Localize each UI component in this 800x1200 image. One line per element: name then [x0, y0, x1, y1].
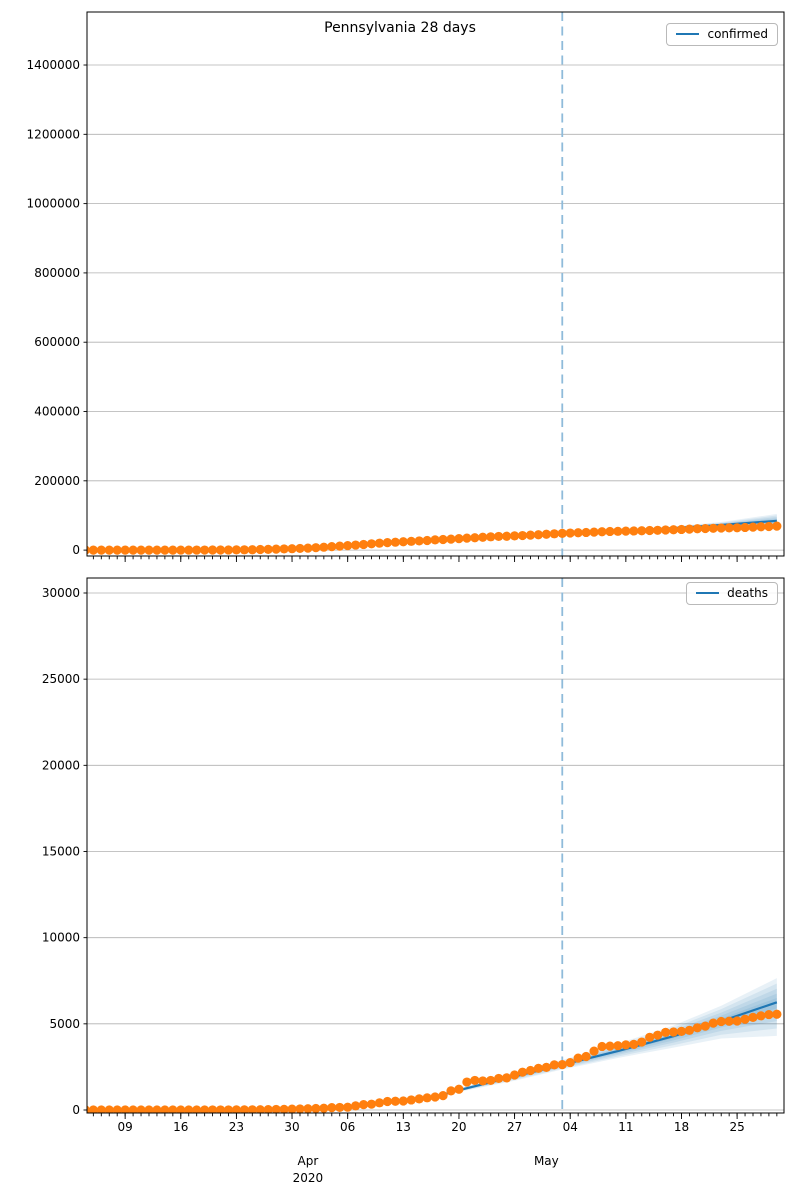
svg-text:15000: 15000 — [42, 844, 80, 858]
svg-text:1200000: 1200000 — [27, 127, 80, 141]
axis-ticks — [83, 64, 778, 562]
svg-text:09: 09 — [118, 1120, 133, 1134]
svg-text:30000: 30000 — [42, 586, 80, 600]
year-label: 2020 — [293, 1171, 324, 1185]
svg-text:25: 25 — [729, 1120, 744, 1134]
svg-text:06: 06 — [340, 1120, 355, 1134]
svg-text:11: 11 — [618, 1120, 633, 1134]
svg-text:0: 0 — [72, 1103, 80, 1117]
svg-text:13: 13 — [396, 1120, 411, 1134]
y-tick-labels: 0 5000 10000 15000 20000 25000 30000 — [42, 586, 80, 1117]
legend-label-confirmed: confirmed — [707, 27, 768, 41]
svg-text:18: 18 — [674, 1120, 689, 1134]
svg-text:1000000: 1000000 — [27, 197, 80, 211]
chart-title: Pennsylvania 28 days — [324, 20, 476, 36]
svg-text:04: 04 — [563, 1120, 578, 1134]
svg-text:25000: 25000 — [42, 672, 80, 686]
svg-text:800000: 800000 — [34, 266, 80, 280]
deaths-chart: 0 5000 10000 15000 20000 25000 30000 09 16 23 30 06… — [42, 577, 785, 1185]
svg-text:30: 30 — [284, 1120, 299, 1134]
svg-text:0: 0 — [72, 543, 80, 557]
legend-label-deaths: deaths — [727, 586, 768, 600]
month-label: Apr — [298, 1154, 319, 1168]
svg-text:5000: 5000 — [49, 1017, 80, 1031]
legend-confirmed: confirmed — [666, 23, 778, 46]
y-tick-labels: 0 200000 400000 600000 800000 1000000 1200000 1… — [27, 58, 80, 557]
svg-text:20: 20 — [451, 1120, 466, 1134]
x-tick-labels: 09 16 23 30 06 13 20 27 04 11 18 25 Apr 2020 May — [118, 1120, 745, 1185]
svg-text:600000: 600000 — [34, 335, 80, 349]
legend-deaths: deaths — [686, 582, 778, 605]
svg-text:10000: 10000 — [42, 931, 80, 945]
svg-text:400000: 400000 — [34, 405, 80, 419]
axes-box — [86, 11, 785, 557]
confirmed-chart: 0 200000 400000 600000 800000 1000000 1200000 1… — [27, 11, 785, 562]
svg-text:200000: 200000 — [34, 474, 80, 488]
axis-ticks — [83, 592, 778, 1119]
svg-text:20000: 20000 — [42, 758, 80, 772]
confirmed-dots — [87, 521, 782, 555]
axes-box — [86, 577, 785, 1114]
svg-text:27: 27 — [507, 1120, 522, 1134]
grid-lines — [87, 592, 784, 1111]
legend-line-icon — [696, 592, 720, 594]
grid-lines — [87, 64, 784, 551]
legend-line-icon — [676, 33, 700, 35]
svg-text:16: 16 — [173, 1120, 188, 1134]
svg-text:1400000: 1400000 — [27, 58, 80, 72]
deaths-dots — [87, 1009, 782, 1113]
month-label: May — [534, 1154, 559, 1168]
svg-text:23: 23 — [229, 1120, 244, 1134]
